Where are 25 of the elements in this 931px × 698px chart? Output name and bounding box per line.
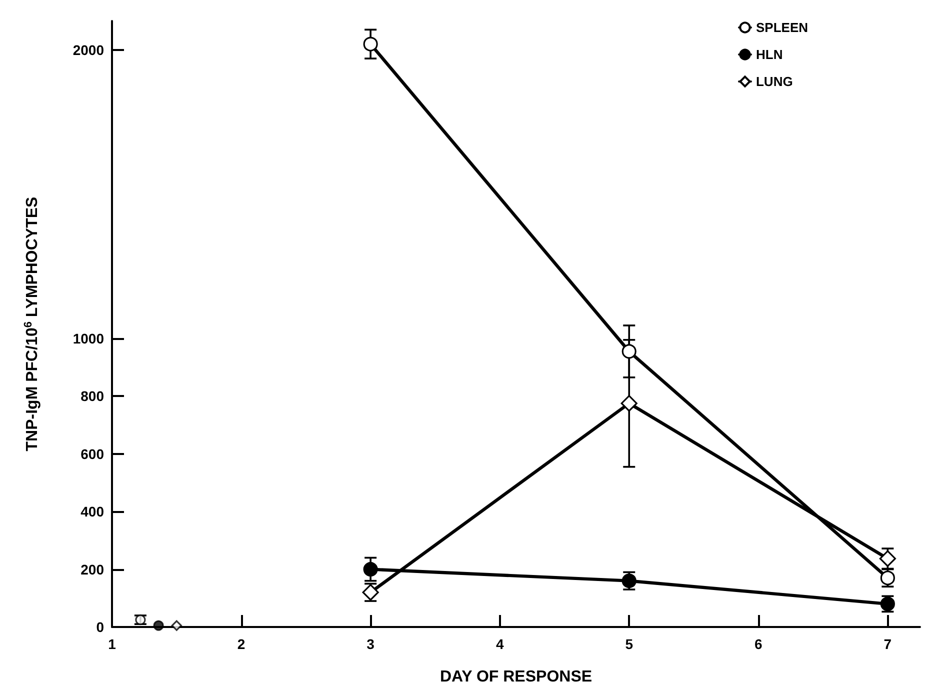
x-tick-label: 5 xyxy=(625,636,634,652)
point xyxy=(171,620,182,631)
y-tick-label: 1000 xyxy=(72,330,104,346)
x-tick-label: 4 xyxy=(496,636,504,652)
x-tick-label: 1 xyxy=(108,636,116,652)
y-tick-label: 0 xyxy=(96,619,104,635)
point xyxy=(153,620,164,631)
y-tick-label: 800 xyxy=(80,388,104,404)
point xyxy=(622,344,636,359)
legend-label: SPLEEN xyxy=(756,20,808,35)
point xyxy=(363,562,378,577)
legend-label: HLN xyxy=(756,47,783,62)
x-axis-title: DAY OF RESPONSE xyxy=(440,668,592,686)
y-tick-label: 600 xyxy=(80,446,104,462)
y-axis-title: TNP-IgM PFC/106 LYMPHOCYTES xyxy=(22,196,41,452)
legend-label: LUNG xyxy=(756,74,793,89)
y-tick-label: 200 xyxy=(80,561,104,578)
x-tick-label: 3 xyxy=(366,636,375,652)
x-tick-label: 6 xyxy=(754,636,762,652)
x-tick-label: 7 xyxy=(884,636,892,652)
y-tick-label: 2000 xyxy=(72,42,104,58)
point xyxy=(620,395,638,412)
y-tick-label: 400 xyxy=(80,504,104,520)
point xyxy=(363,36,378,52)
x-tick-label: 2 xyxy=(237,636,246,652)
